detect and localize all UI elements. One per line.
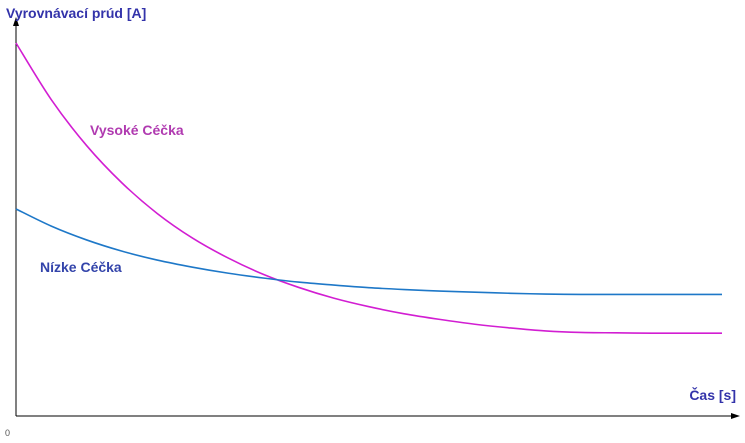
series-labels: Vysoké Céčka Nízke Céčka [40,122,184,275]
x-axis-arrow [731,413,740,419]
series-line-nizke-cecka [15,208,722,296]
labels: Vyrovnávací prúd [A] Čas [s] 0 [5,5,736,438]
y-axis-arrow [13,17,19,26]
series-layer [15,42,722,335]
x-axis-label: Čas [s] [689,386,736,403]
series-line-vysoke-cecka [15,42,722,335]
y-axis-label: Vyrovnávací prúd [A] [6,5,146,21]
axes [13,17,740,419]
series-label-vysoke-cecka: Vysoké Céčka [90,122,184,138]
series-label-nizke-cecka: Nízke Céčka [40,259,122,275]
origin-label: 0 [5,428,10,438]
